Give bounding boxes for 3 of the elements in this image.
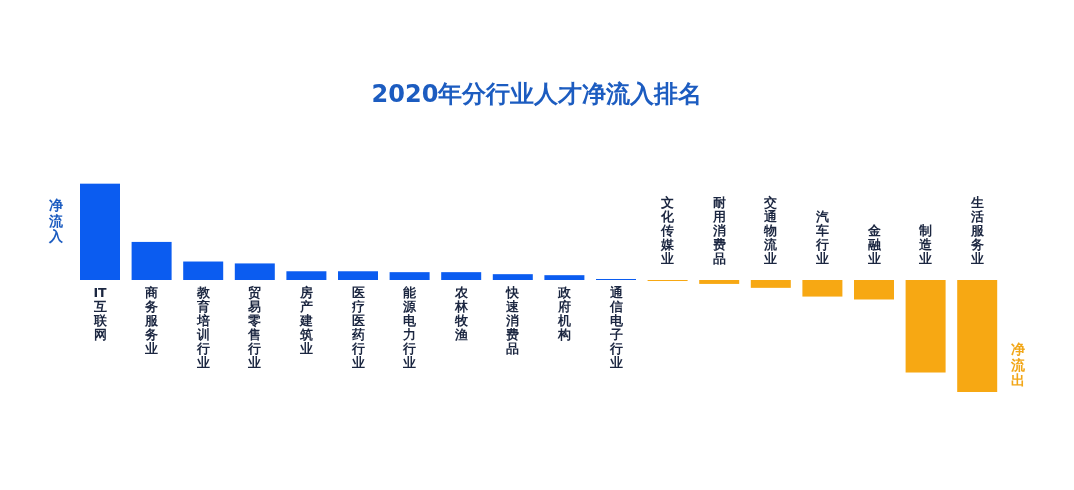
y2label: 净流出	[1011, 341, 1025, 388]
title: 2020年分行业人才净流入排名	[371, 80, 703, 108]
ylabel: 净流入	[49, 197, 63, 244]
